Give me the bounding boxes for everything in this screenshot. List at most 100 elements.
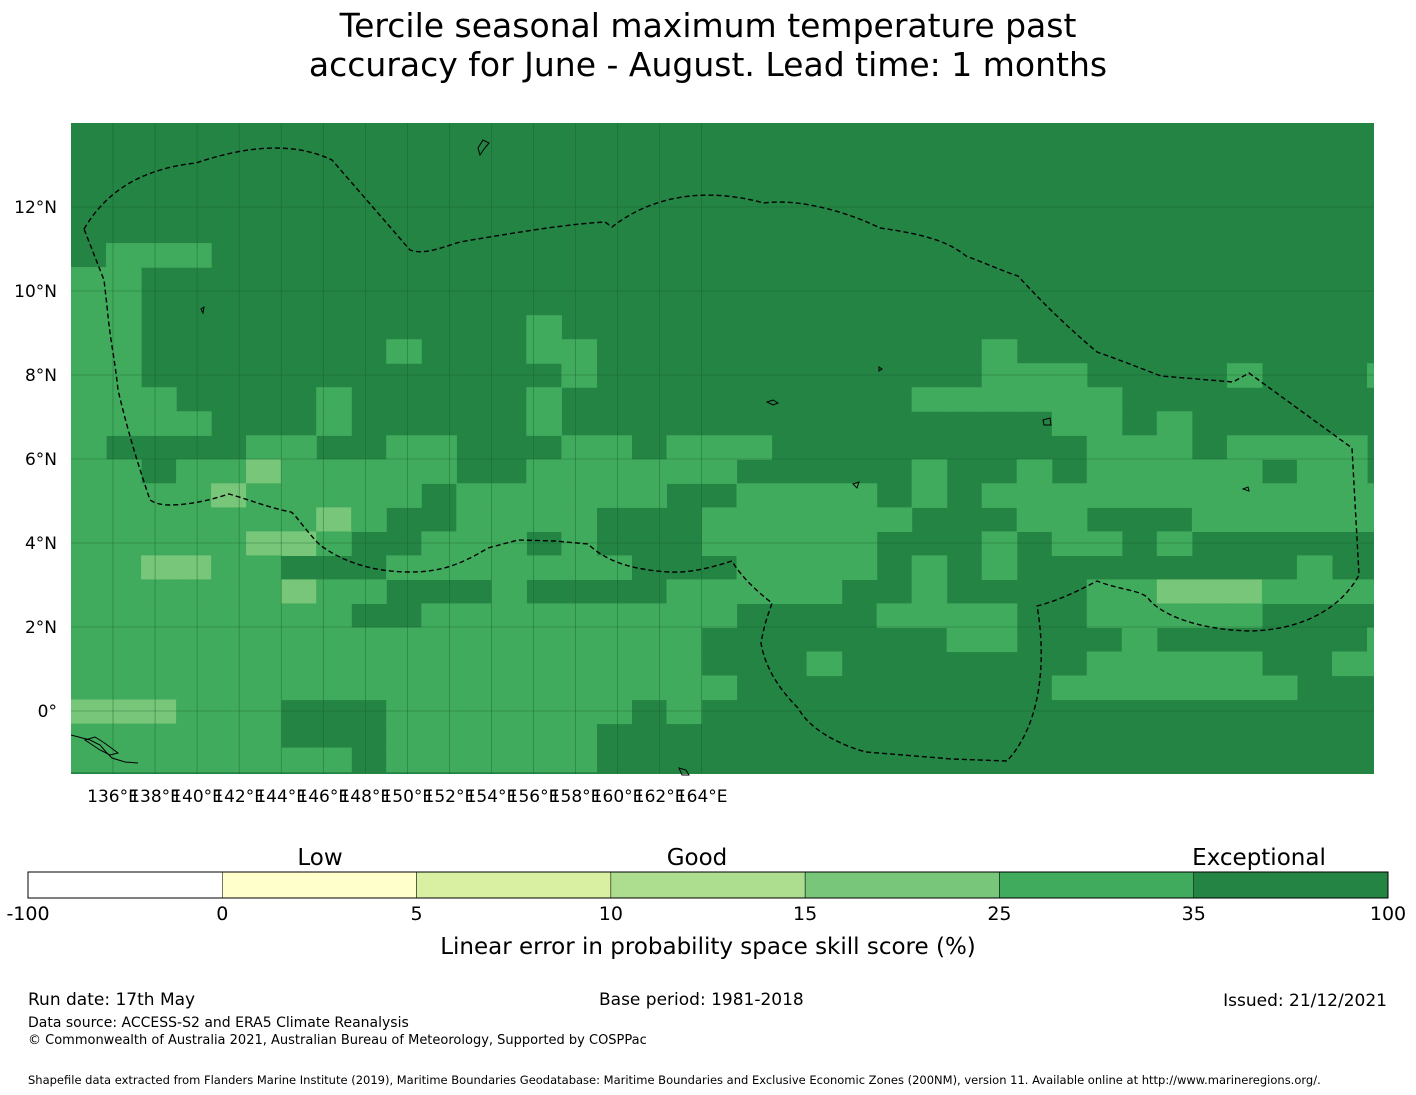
skill-cell: [106, 555, 142, 580]
skill-cell: [211, 627, 247, 653]
skill-cell: [911, 483, 948, 508]
colorbar-bin: [222, 871, 417, 899]
skill-cell: [491, 723, 527, 749]
skill-cell: [71, 675, 107, 701]
skill-cell: [491, 747, 527, 773]
y-axis-tick-labels: 12°N 10°N 8°N 6°N 4°N 2°N 0°: [14, 198, 57, 722]
island-chuuk: [765, 399, 780, 406]
skill-cell: [596, 483, 632, 508]
skill-cell: [876, 507, 913, 532]
skill-cell: [246, 435, 282, 460]
skill-cell: [771, 579, 808, 604]
skill-cell: [1156, 435, 1193, 460]
skill-cell: [631, 651, 667, 677]
skill-cell: [1226, 459, 1263, 484]
skill-cell: [211, 603, 247, 628]
data-source: Data source: ACCESS-S2 and ERA5 Climate …: [28, 1015, 409, 1031]
skill-cell: [316, 675, 352, 701]
skill-cell: [106, 291, 142, 316]
skill-cell: [806, 483, 843, 508]
skill-cell: [561, 459, 597, 484]
skill-cell: [736, 507, 773, 532]
eez-boundary: [83, 147, 1360, 762]
skill-cell: [1367, 507, 1374, 532]
skill-cell: [701, 507, 738, 532]
skill-cell: [246, 675, 282, 701]
skill-cell: [1261, 507, 1298, 532]
skill-cell: [176, 675, 212, 701]
skill-cell: [456, 483, 492, 508]
colorbar-tick-label: 5: [411, 903, 423, 925]
skill-cell: [596, 459, 632, 484]
skill-cell: [281, 675, 317, 701]
x-tick-label: 162°E: [634, 787, 686, 807]
skill-cell: [71, 459, 107, 484]
skill-cell: [71, 435, 107, 460]
skill-cell: [1016, 387, 1053, 412]
skill-cell: [1086, 675, 1123, 701]
x-tick-label: 136°E: [87, 787, 139, 807]
skill-cell: [736, 579, 773, 604]
skill-cell: [596, 555, 632, 580]
skill-cell: [1191, 483, 1228, 508]
skill-cell: [981, 531, 1018, 556]
skill-cell: [71, 651, 107, 677]
skill-cell: [491, 555, 527, 580]
x-axis-tick-labels: 136°E138°E140°E142°E144°E146°E148°E150°E…: [87, 787, 727, 807]
skill-cell: [596, 603, 632, 628]
x-tick-label: 140°E: [171, 787, 223, 807]
skill-cell: [1191, 579, 1228, 604]
skill-cell: [281, 579, 317, 604]
map-title: Tercile seasonal maximum temperature pas…: [0, 6, 1416, 84]
x-tick-label: 154°E: [466, 787, 518, 807]
skill-cell: [561, 483, 597, 508]
skill-cell: [806, 507, 843, 532]
skill-cell: [421, 531, 457, 556]
skill-cell: [246, 747, 282, 773]
skill-cell: [1016, 459, 1053, 484]
island-small-1: [678, 767, 690, 776]
skill-cell: [561, 651, 597, 677]
skill-cell: [1367, 363, 1374, 388]
skill-cell: [176, 555, 212, 580]
skill-cell: [1367, 483, 1374, 508]
skill-cell: [246, 699, 282, 725]
island-manus: [83, 736, 120, 756]
skill-cell: [911, 579, 948, 604]
skill-cell: [561, 555, 597, 580]
skill-cell: [981, 603, 1018, 628]
skill-cell: [631, 627, 667, 653]
skill-cell: [71, 747, 107, 773]
skill-cell: [771, 555, 808, 580]
skill-cell: [1086, 603, 1123, 628]
skill-cell: [106, 459, 142, 484]
map-title-line-1: Tercile seasonal maximum temperature pas…: [339, 6, 1077, 45]
skill-cell: [456, 723, 492, 749]
island-pohnpei: [1042, 417, 1052, 426]
skill-cell: [71, 267, 107, 292]
skill-cell: [981, 363, 1018, 388]
skill-cell: [386, 555, 422, 580]
skill-cell: [806, 531, 843, 556]
skill-cell: [1086, 651, 1123, 677]
skill-cell: [71, 411, 107, 436]
run-date: Run date: 17th May: [28, 990, 196, 1010]
skill-cell: [281, 483, 317, 508]
skill-cell: [141, 411, 177, 436]
x-tick-label: 144°E: [255, 787, 307, 807]
skill-cell: [526, 651, 562, 677]
skill-cell: [71, 339, 107, 364]
colorbar-bin: [999, 871, 1194, 899]
skill-cell: [1156, 579, 1193, 604]
skill-cell: [421, 699, 457, 725]
skill-cell: [421, 435, 457, 460]
skill-cell: [141, 387, 177, 412]
skill-cell: [246, 651, 282, 677]
skill-cell: [386, 651, 422, 677]
skill-cell: [211, 699, 247, 725]
skill-cell: [526, 723, 562, 749]
y-tick-label: 6°N: [25, 450, 57, 470]
skill-cell: [561, 699, 597, 725]
skill-cell: [1051, 507, 1088, 532]
skill-cell: [631, 483, 667, 508]
